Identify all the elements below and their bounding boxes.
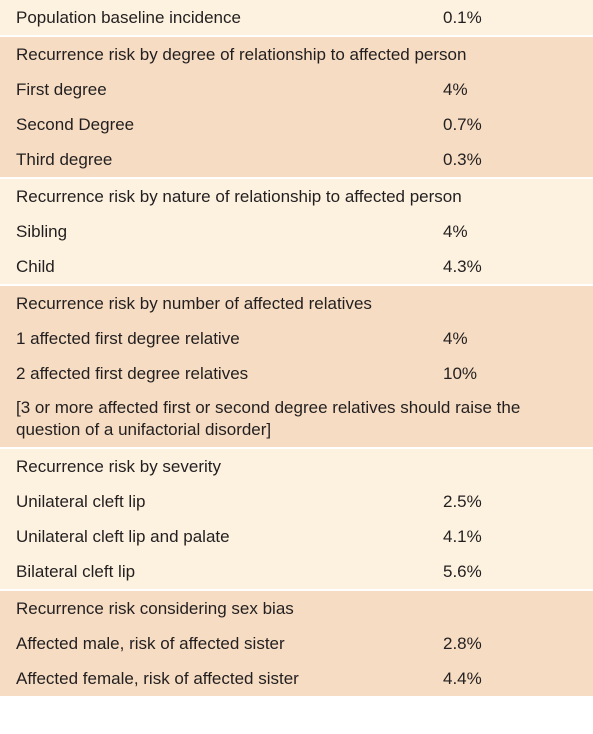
row-value: 4.3% [443, 256, 482, 276]
section-heading-row: Recurrence risk by nature of relationshi… [0, 179, 593, 214]
table-row: Population baseline incidence 0.1% [0, 0, 593, 35]
section-heading: Recurrence risk by number of affected re… [16, 293, 372, 313]
table-section: Recurrence risk by nature of relationshi… [0, 179, 593, 286]
row-value: 4% [443, 328, 468, 348]
table-section: Recurrence risk considering sex bias Affe… [0, 591, 593, 698]
row-value: 0.7% [443, 114, 482, 134]
table-row: Bilateral cleft lip 5.6% [0, 554, 593, 589]
table-row: Child 4.3% [0, 249, 593, 284]
row-value: 5.6% [443, 561, 482, 581]
table-row: Second Degree 0.7% [0, 107, 593, 142]
table-row: 1 affected first degree relative 4% [0, 321, 593, 356]
table-row: Third degree 0.3% [0, 142, 593, 177]
section-note: [3 or more affected first or second degr… [16, 398, 521, 439]
row-value: 4.1% [443, 526, 482, 546]
table-row: 2 affected first degree relatives 10% [0, 356, 593, 391]
row-value: 4.4% [443, 668, 482, 688]
table-row: Affected female, risk of affected sister… [0, 661, 593, 696]
row-label: Population baseline incidence [16, 7, 241, 27]
section-heading-row: Recurrence risk by number of affected re… [0, 286, 593, 321]
table-row: Sibling 4% [0, 214, 593, 249]
table-row: Unilateral cleft lip and palate 4.1% [0, 519, 593, 554]
section-heading: Recurrence risk by degree of relationshi… [16, 44, 467, 64]
row-label: First degree [16, 79, 107, 99]
row-label: Affected male, risk of affected sister [16, 633, 285, 653]
table-row: Affected male, risk of affected sister 2.… [0, 626, 593, 661]
row-value: 0.3% [443, 149, 482, 169]
row-label: Second Degree [16, 114, 135, 134]
row-value: 4% [443, 221, 468, 241]
row-value: 2.5% [443, 491, 482, 511]
table-row: Unilateral cleft lip 2.5% [0, 484, 593, 519]
table-section: Population baseline incidence 0.1% [0, 0, 593, 37]
row-label: 1 affected first degree relative [16, 328, 240, 348]
section-heading: Recurrence risk by nature of relationshi… [16, 186, 462, 206]
row-label: Child [16, 256, 55, 276]
section-heading-row: Recurrence risk considering sex bias [0, 591, 593, 626]
table-section: Recurrence risk by severity Unilateral cl… [0, 449, 593, 591]
row-label: Sibling [16, 221, 68, 241]
section-heading: Recurrence risk considering sex bias [16, 598, 294, 618]
row-label: 2 affected first degree relatives [16, 363, 249, 383]
row-label: Unilateral cleft lip and palate [16, 526, 230, 546]
row-label: Bilateral cleft lip [16, 561, 136, 581]
table-row: First degree 4% [0, 72, 593, 107]
section-heading-row: Recurrence risk by degree of relationshi… [0, 37, 593, 72]
section-heading: Recurrence risk by severity [16, 456, 222, 476]
row-value: 2.8% [443, 633, 482, 653]
row-value: 0.1% [443, 7, 482, 27]
row-label: Affected female, risk of affected sister [16, 668, 299, 688]
table-section: Recurrence risk by number of affected re… [0, 286, 593, 449]
row-label: Third degree [16, 149, 113, 169]
row-value: 4% [443, 79, 468, 99]
row-label: Unilateral cleft lip [16, 491, 146, 511]
row-value: 10% [443, 363, 478, 383]
risk-table: Population baseline incidence 0.1% Recurre… [0, 0, 593, 698]
section-heading-row: Recurrence risk by severity [0, 449, 593, 484]
table-section: Recurrence risk by degree of relationshi… [0, 37, 593, 179]
